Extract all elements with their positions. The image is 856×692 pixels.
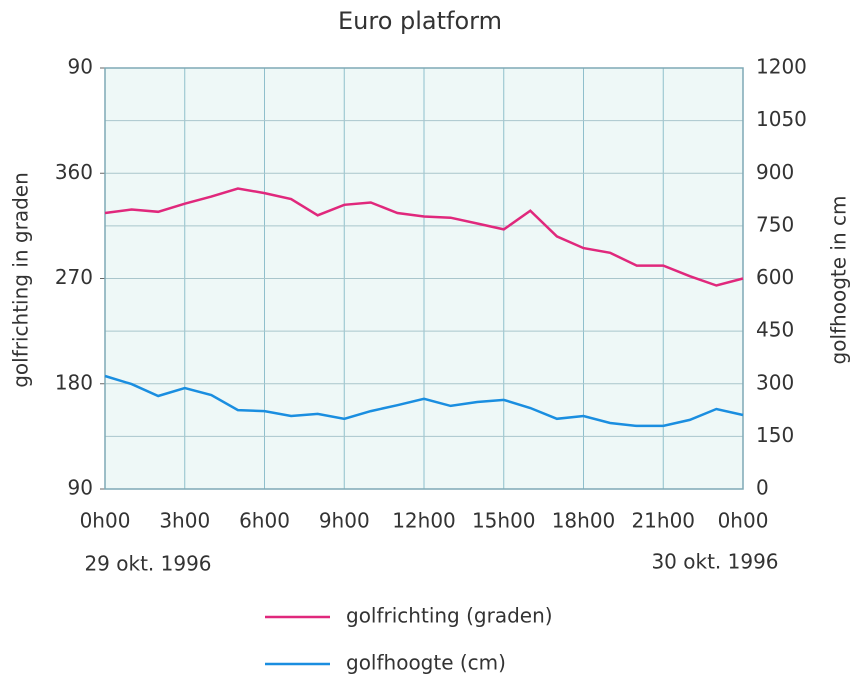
y2-tick-label: 150 bbox=[756, 423, 794, 447]
x-tick-label: 21h00 bbox=[631, 509, 695, 533]
x-tick-label: 3h00 bbox=[159, 509, 210, 533]
x-tick-label: 18h00 bbox=[552, 509, 616, 533]
y-tick-label: 360 bbox=[55, 160, 93, 184]
x-tick-label: 0h00 bbox=[718, 509, 769, 533]
y-tick-label: 180 bbox=[55, 370, 93, 394]
x-tick-label: 0h00 bbox=[80, 509, 131, 533]
x-tick-label: 6h00 bbox=[239, 509, 290, 533]
y2-tick-label: 300 bbox=[756, 370, 794, 394]
annotation: 30 okt. 1996 bbox=[651, 550, 778, 574]
y-tick-label: 270 bbox=[55, 265, 93, 289]
y2-tick-label: 0 bbox=[756, 476, 769, 500]
y2-tick-label: 1200 bbox=[756, 55, 807, 79]
y-tick-label: 90 bbox=[68, 476, 93, 500]
x-tick-label: 9h00 bbox=[319, 509, 370, 533]
annotation: 29 okt. 1996 bbox=[84, 552, 211, 576]
y-tick-label: 90 bbox=[68, 55, 93, 79]
y-axis-title: golfrichting in graden bbox=[9, 172, 33, 388]
legend-label: golfrichting (graden) bbox=[346, 604, 553, 628]
legend-label: golfhoogte (cm) bbox=[346, 651, 506, 675]
x-tick-label: 15h00 bbox=[472, 509, 536, 533]
data-line bbox=[104, 187, 744, 287]
y2-tick-label: 1050 bbox=[756, 107, 807, 131]
y2-axis-title: golfhoogte in cm bbox=[827, 196, 851, 365]
data-line bbox=[104, 374, 744, 428]
chart-title: Euro platform bbox=[338, 7, 502, 35]
y2-tick-label: 750 bbox=[756, 212, 794, 236]
y2-tick-label: 450 bbox=[756, 318, 794, 342]
x-tick-label: 12h00 bbox=[392, 509, 456, 533]
y2-tick-label: 900 bbox=[756, 160, 794, 184]
y2-tick-label: 600 bbox=[756, 265, 794, 289]
